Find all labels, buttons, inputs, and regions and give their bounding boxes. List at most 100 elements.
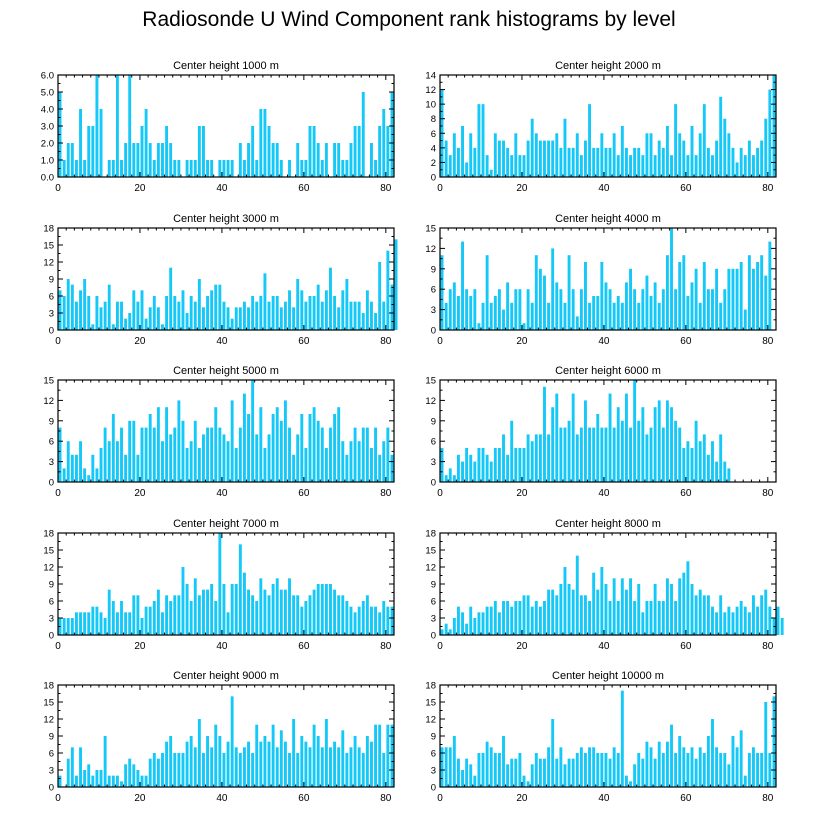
bar (661, 601, 665, 635)
bar (238, 544, 242, 635)
bar (665, 126, 669, 177)
bar (357, 441, 361, 482)
bar (111, 160, 115, 177)
bar (719, 96, 723, 177)
y-tick-label: 4.0 (41, 105, 54, 116)
bar (592, 572, 596, 635)
bar (165, 595, 169, 635)
panel-6: Center height 6000 m 0 20 40 60 80 0 3 6 9 12 15 (425, 365, 777, 499)
bar (465, 448, 469, 482)
y-tick-label: 6 (431, 749, 436, 760)
y-tick-label: 5.0 (41, 88, 54, 99)
bar (645, 741, 649, 787)
bar (649, 747, 653, 787)
bar (584, 595, 587, 635)
y-tick-label: 3 (49, 766, 54, 777)
bar (694, 268, 698, 330)
bar (645, 434, 649, 482)
bar (747, 255, 751, 330)
bar (87, 296, 91, 330)
x-tick-label: 60 (298, 793, 310, 804)
bar (616, 601, 620, 635)
bar (665, 741, 669, 787)
bar (349, 143, 353, 177)
bar (173, 427, 177, 482)
bar (320, 301, 324, 330)
bar (440, 629, 444, 635)
bar (698, 589, 702, 635)
bar (600, 427, 604, 482)
bar (465, 289, 469, 330)
bar (448, 747, 452, 787)
bar (136, 143, 140, 177)
bar (210, 160, 214, 177)
bar (165, 126, 169, 177)
bar (345, 454, 349, 482)
bar (374, 427, 378, 482)
bar (308, 414, 312, 482)
x-tick-label: 80 (762, 641, 774, 652)
bar (567, 584, 571, 635)
x-tick-label: 0 (55, 183, 61, 194)
bar (612, 747, 616, 787)
bar (283, 301, 287, 330)
bar (489, 169, 493, 177)
bar (210, 747, 214, 787)
bar (694, 420, 698, 482)
bar (279, 420, 283, 482)
bar (465, 758, 469, 787)
bar (452, 133, 456, 177)
x-tick-label: 20 (134, 183, 146, 194)
bar (698, 302, 702, 330)
bar (202, 434, 205, 482)
panel-9: Center height 9000 m 0 20 40 60 80 0 3 6 9 12 15 18 (43, 670, 395, 804)
bar (600, 133, 604, 177)
y-tick-label: 9 (49, 732, 54, 743)
bar (165, 296, 169, 330)
bar (747, 612, 751, 635)
bar (296, 143, 300, 177)
bar (444, 302, 448, 330)
bar (485, 155, 489, 177)
bar (551, 248, 555, 330)
bar (283, 589, 287, 635)
y-tick-label: 2 (431, 158, 436, 169)
bar (173, 595, 177, 635)
bar (653, 155, 657, 177)
x-tick-label: 40 (216, 488, 228, 499)
y-tick-label: 2.0 (41, 139, 54, 150)
bar (510, 606, 514, 635)
bar (727, 468, 731, 482)
bar (715, 612, 719, 635)
bar (263, 109, 267, 177)
bar (694, 595, 698, 635)
bar (361, 427, 365, 482)
bar (530, 606, 534, 635)
bar (197, 448, 201, 482)
bar (144, 318, 148, 330)
bar (555, 758, 559, 787)
panel-5: Center height 5000 m 0 20 40 60 80 0 3 6 9 12 15 (43, 365, 395, 499)
bar (469, 133, 473, 177)
bar (177, 595, 181, 635)
bar (735, 162, 739, 177)
bar (596, 296, 600, 330)
bar (653, 282, 657, 330)
bar (120, 160, 123, 177)
bar (247, 307, 250, 330)
bar (341, 730, 345, 787)
bar (661, 753, 665, 787)
bar (600, 567, 604, 635)
bar (641, 758, 645, 787)
bar (612, 578, 616, 635)
bar (120, 427, 123, 482)
y-tick-label: 18 (43, 224, 54, 235)
bar (156, 589, 160, 635)
bar (604, 427, 608, 482)
bar (99, 612, 103, 635)
bar (132, 143, 136, 177)
bar (534, 255, 538, 330)
bar (218, 736, 222, 787)
bar (530, 764, 534, 787)
bar (592, 747, 596, 787)
